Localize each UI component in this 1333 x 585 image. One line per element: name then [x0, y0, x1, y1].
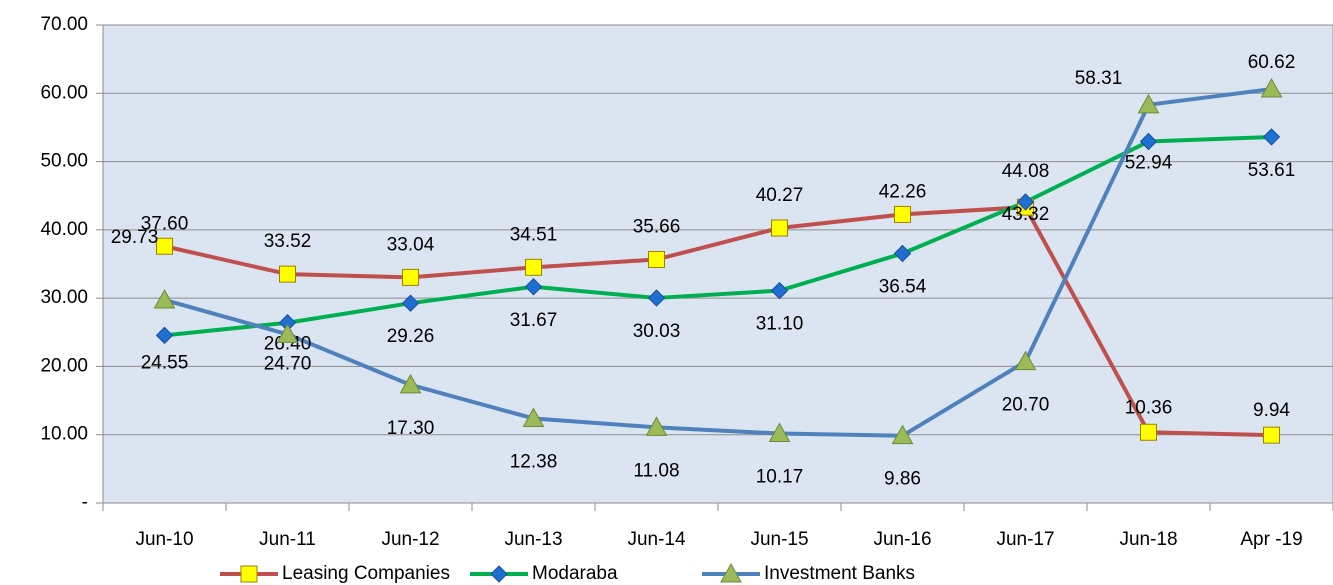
marker	[768, 422, 791, 443]
x-tick-label: Jun-11	[259, 529, 316, 550]
marker	[399, 373, 422, 394]
x-tick-label: Jun-12	[381, 529, 439, 550]
data-label: 60.62	[1248, 52, 1296, 73]
marker	[1014, 350, 1037, 371]
y-tick-label: -	[82, 492, 88, 513]
marker	[522, 407, 545, 427]
data-label: 30.03	[633, 321, 681, 342]
marker	[770, 281, 789, 300]
series-line	[163, 87, 1272, 438]
marker	[402, 268, 419, 286]
data-label: 58.31	[1075, 68, 1123, 89]
marker	[279, 265, 296, 283]
marker	[401, 294, 420, 312]
marker	[276, 323, 299, 343]
data-label: 35.66	[633, 217, 681, 238]
data-label: 34.51	[510, 224, 558, 245]
data-label: 44.08	[1002, 161, 1050, 182]
x-tick-label: Jun-17	[996, 529, 1054, 550]
marker	[1260, 78, 1283, 98]
data-label: 33.04	[387, 234, 435, 255]
y-tick-label: 40.00	[40, 219, 88, 240]
data-label: 29.73	[111, 227, 159, 248]
data-label: 11.08	[633, 460, 679, 481]
series-line	[164, 134, 1272, 338]
data-label: 9.94	[1253, 400, 1290, 421]
marker	[525, 258, 542, 276]
marker	[524, 278, 543, 296]
marker	[893, 244, 912, 263]
marker	[1262, 128, 1281, 146]
marker	[1139, 132, 1158, 151]
data-label: 37.60	[141, 213, 189, 234]
series-line	[164, 205, 1272, 438]
marker	[645, 416, 668, 436]
x-tick-label: Jun-14	[627, 529, 686, 550]
y-tick-label: 20.00	[40, 355, 88, 376]
data-label: 40.27	[756, 185, 804, 206]
data-label: 43.32	[1002, 204, 1050, 225]
data-label: 10.17	[756, 467, 804, 488]
legend-label: Leasing Companies	[282, 563, 450, 584]
marker	[156, 237, 173, 255]
y-tick-label: 10.00	[40, 424, 88, 445]
marker	[720, 562, 742, 583]
data-label: 42.26	[879, 181, 927, 202]
marker	[1016, 193, 1035, 211]
data-label: 17.30	[387, 418, 435, 439]
marker	[1140, 423, 1157, 441]
x-tick-label: Jun-10	[135, 529, 193, 550]
marker	[891, 424, 914, 445]
legend-label: Modaraba	[532, 563, 618, 584]
marker	[153, 288, 176, 309]
data-label: 52.94	[1125, 153, 1173, 174]
data-label: 53.61	[1248, 160, 1296, 181]
marker	[1137, 93, 1160, 114]
data-label: 31.10	[756, 314, 804, 335]
data-label: 24.55	[141, 352, 189, 373]
x-tick-label: Jun-18	[1119, 529, 1177, 550]
x-tick-label: Apr -19	[1240, 529, 1302, 550]
x-tick-label: Jun-16	[873, 529, 931, 550]
marker	[490, 565, 508, 583]
data-label: 12.38	[510, 451, 558, 472]
marker	[155, 326, 174, 345]
x-tick-label: Jun-13	[504, 529, 562, 550]
marker	[648, 250, 665, 268]
data-label: 20.70	[1002, 395, 1050, 416]
data-label: 10.36	[1125, 397, 1173, 418]
data-label: 24.70	[264, 353, 312, 374]
marker	[1263, 426, 1280, 444]
marker	[894, 205, 911, 223]
data-label: 29.26	[387, 326, 435, 347]
marker	[771, 219, 788, 237]
marker	[240, 565, 258, 583]
y-tick-label: 30.00	[40, 287, 88, 308]
y-tick-label: 60.00	[40, 82, 88, 103]
data-label: 9.86	[884, 469, 921, 490]
x-tick-label: Jun-15	[750, 529, 808, 550]
y-tick-label: 50.00	[40, 151, 88, 172]
data-label: 31.67	[510, 310, 558, 331]
plot-area	[102, 24, 1333, 504]
marker	[647, 289, 666, 307]
y-tick-label: 70.00	[40, 14, 88, 35]
data-label: 36.54	[879, 276, 927, 297]
data-label: 26.40	[264, 334, 312, 355]
data-label: 33.52	[264, 231, 312, 252]
legend-label: Investment Banks	[764, 563, 915, 584]
